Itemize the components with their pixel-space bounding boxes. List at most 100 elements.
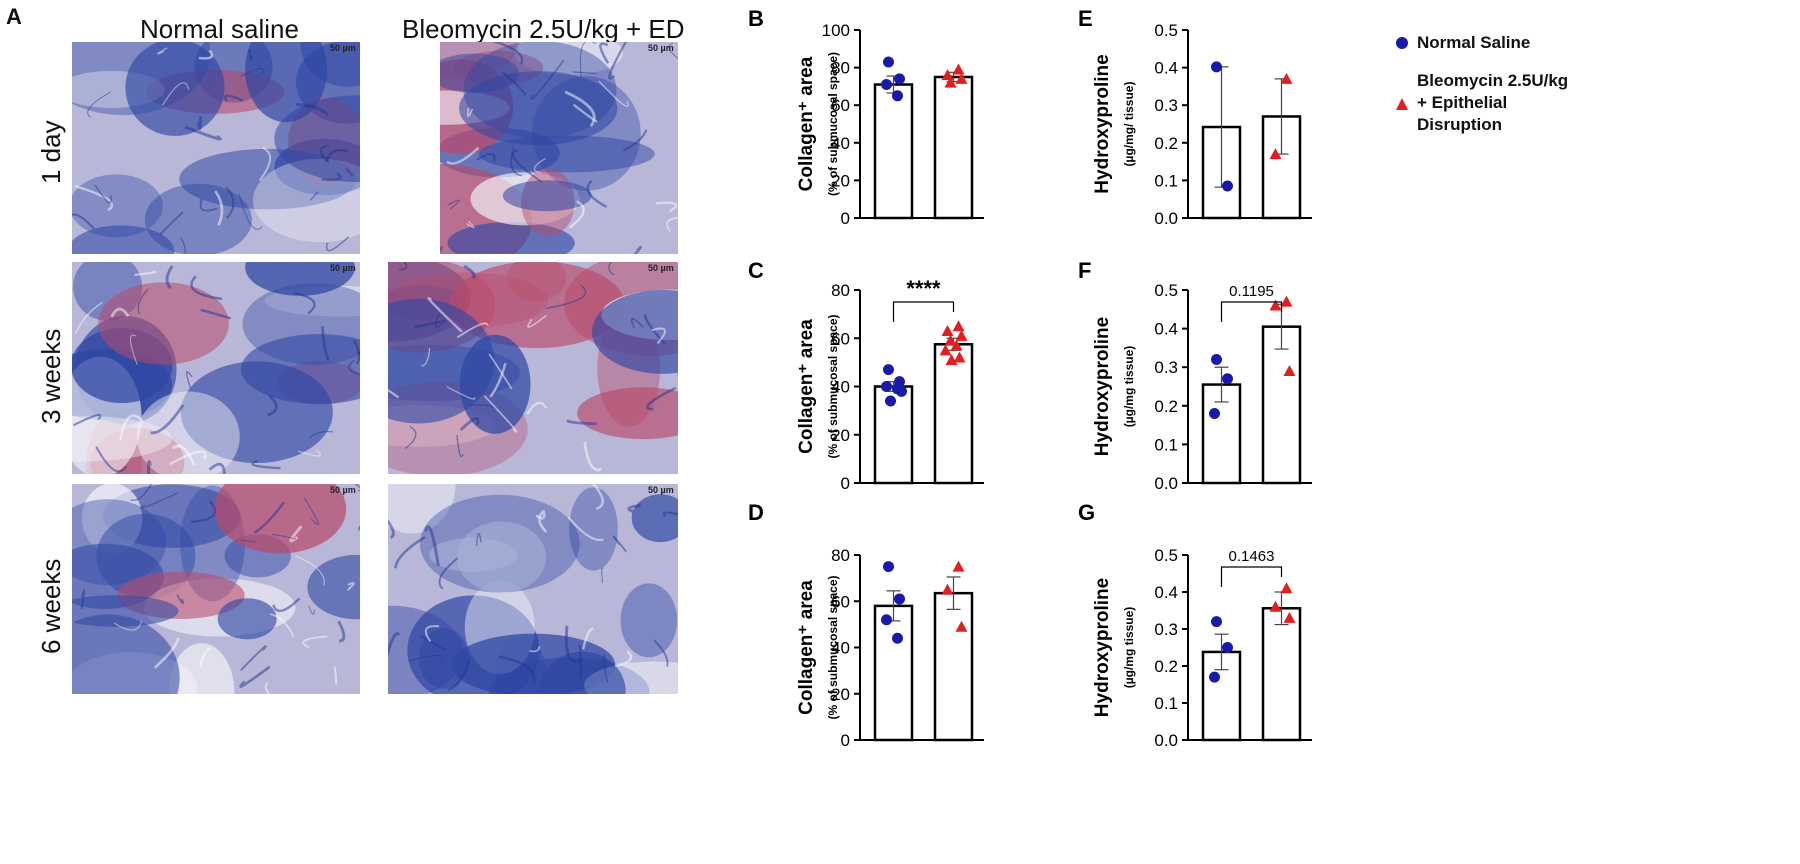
- significance-label: 0.1195: [1229, 283, 1274, 300]
- scale-bar-label: 50 µm: [330, 263, 356, 273]
- y-tick-label: 0.4: [1154, 583, 1178, 602]
- y-tick-label: 40: [831, 378, 850, 397]
- y-axis-subtitle: (% of submucosal space): [826, 575, 840, 719]
- data-point-triangle: [939, 344, 952, 356]
- data-point-circle: [1211, 353, 1222, 365]
- data-point-circle: [883, 561, 894, 573]
- data-point-triangle: [1280, 72, 1293, 84]
- scale-bar-label: 50 µm: [648, 43, 674, 53]
- significance-label: ****: [906, 276, 941, 301]
- y-axis-subtitle: (µg/mg tissue): [1122, 346, 1136, 428]
- y-axis-subtitle: (% of submucosal space): [826, 314, 840, 458]
- bar-normal-saline: [873, 83, 914, 220]
- micrograph-grid: 50 µm 50 µm 50 µm 50 µm 50 µm 50 µm: [72, 42, 678, 694]
- y-tick-label: 40: [831, 639, 850, 658]
- y-tick-label: 0.1: [1154, 171, 1178, 190]
- data-point-triangle: [955, 329, 968, 341]
- y-tick-label: 0: [841, 209, 850, 228]
- panel-letter: D: [748, 500, 764, 525]
- legend-label-normal-saline: Normal Saline: [1417, 33, 1531, 52]
- data-point-triangle: [1283, 365, 1296, 377]
- panel-letter: E: [1078, 6, 1093, 31]
- y-tick-label: 0.4: [1154, 320, 1178, 339]
- chart-panel-g: G Hydroxyproline (µg/mg tissue) 0.0 0.1 0.2 0.…: [1078, 500, 1312, 750]
- legend-entry-bleomycin: Bleomycin 2.5U/kg + Epithelial Disruptio…: [1395, 70, 1795, 150]
- y-axis-subtitle: (% of submucosal space): [826, 52, 840, 196]
- bar-bleomycin: [1261, 325, 1302, 485]
- micrograph-6-weeks-bleomycin: [388, 484, 678, 694]
- significance-bracket: [1220, 301, 1283, 322]
- data-point-triangle: [941, 69, 954, 81]
- bar-bleomycin: [933, 591, 974, 742]
- y-axis-title: Collagen⁺ area: [796, 319, 817, 454]
- scale-bar-label: 50 µm: [648, 263, 674, 273]
- y-axis-subtitle: (µg/mg tissue): [1122, 607, 1136, 689]
- data-point-circle: [1211, 61, 1222, 73]
- y-tick-label: 60: [831, 329, 850, 348]
- micrograph-1-day-normal-saline: [72, 42, 360, 254]
- legend-circle-marker: [1396, 37, 1408, 49]
- y-tick-label: 0.0: [1154, 474, 1178, 493]
- data-point-circle: [894, 593, 905, 605]
- bar-normal-saline: [873, 604, 914, 742]
- data-point-circle: [894, 73, 905, 85]
- significance-label: 0.1463: [1229, 548, 1275, 565]
- chart-panel-d: D Collagen⁺ area (% of submucosal space)0 2…: [748, 500, 984, 750]
- data-point-circle: [1222, 180, 1233, 192]
- panel-letter: C: [748, 258, 764, 283]
- y-tick-label: 20: [831, 685, 850, 704]
- y-tick-label: 0.2: [1154, 657, 1178, 676]
- y-axis-title: Collagen⁺ area: [796, 56, 817, 191]
- data-point-triangle: [944, 76, 957, 88]
- y-tick-label: 0.5: [1154, 281, 1178, 300]
- bar-normal-saline: [1201, 650, 1242, 742]
- data-point-triangle: [1269, 299, 1282, 311]
- scale-bar-label: 50 µm: [330, 43, 356, 53]
- data-point-circle: [892, 632, 903, 644]
- data-point-triangle: [952, 560, 965, 572]
- bar-bleomycin: [933, 75, 974, 220]
- legend-label-bleomycin-line-1: Bleomycin 2.5U/kg: [1417, 71, 1569, 90]
- y-tick-label: 40: [831, 134, 850, 153]
- col-title-normal-saline: Normal saline: [140, 14, 299, 44]
- y-axis-title: Hydroxyproline: [1092, 317, 1113, 456]
- micrograph-3-weeks-normal-saline: [72, 262, 360, 474]
- significance-bracket: [1220, 566, 1283, 587]
- y-tick-label: 0.1: [1154, 694, 1178, 713]
- col-title-bleomycin: Bleomycin 2.5U/kg + ED: [402, 14, 685, 44]
- data-point-circle: [896, 385, 907, 397]
- data-point-circle: [1209, 408, 1220, 420]
- data-point-triangle: [941, 325, 954, 337]
- data-point-triangle: [953, 351, 966, 363]
- data-point-circle: [883, 56, 894, 68]
- y-tick-label: 20: [831, 171, 850, 190]
- data-point-circle: [885, 395, 896, 407]
- legend: Normal Saline Bleomycin 2.5U/kg + Epithe…: [1395, 32, 1795, 150]
- y-tick-label: 60: [831, 592, 850, 611]
- y-tick-label: 80: [831, 281, 850, 300]
- significance-bracket: [892, 301, 955, 322]
- y-tick-label: 0.5: [1154, 21, 1178, 40]
- chart-panel-c: C Collagen⁺ area (% of submucosal space) 0 2…: [748, 258, 984, 493]
- legend-label-bleomycin-line-3: Disruption: [1417, 115, 1502, 134]
- scale-bar-label: 50 µm: [648, 485, 674, 495]
- micrograph-3-weeks-bleomycin: [388, 262, 678, 474]
- data-point-triangle: [945, 353, 958, 365]
- y-tick-label: 0.3: [1154, 358, 1178, 377]
- data-point-circle: [881, 381, 892, 392]
- y-tick-label: 0.2: [1154, 134, 1178, 153]
- data-point-triangle: [944, 334, 957, 346]
- data-point-circle: [1211, 616, 1222, 628]
- data-point-triangle: [1269, 148, 1282, 160]
- micrograph-6-weeks-normal-saline: [72, 484, 360, 694]
- data-point-triangle: [955, 72, 968, 84]
- data-point-triangle: [1283, 611, 1296, 623]
- y-tick-label: 0.5: [1154, 546, 1178, 565]
- y-tick-label: 0: [841, 474, 850, 493]
- y-axis-subtitle: (µg/mg/ tissue): [1122, 82, 1136, 167]
- legend-triangle-marker: [1396, 98, 1408, 110]
- legend-entry-normal-saline: Normal Saline: [1395, 32, 1795, 58]
- data-point-circle: [1222, 373, 1233, 385]
- panel-letter: B: [748, 6, 764, 31]
